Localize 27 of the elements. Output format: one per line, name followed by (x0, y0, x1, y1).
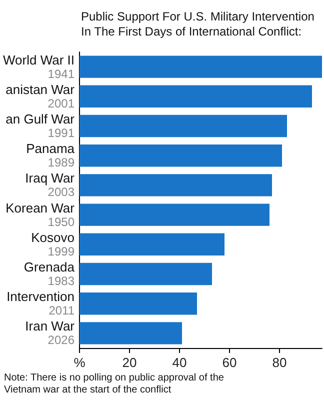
y-tick-label: Grenada 1983 (24, 260, 76, 288)
bar (80, 262, 212, 286)
y-tick-label: World War II 1941 (2, 52, 75, 81)
x-tick-label: 60 (222, 355, 237, 370)
y-tick-label: anistan War 2001 (6, 82, 76, 110)
text: Note: There is no polling on public approval of the Vietnam war at the start of the conflict (4, 372, 227, 396)
y-tick-label: Intervention 2011 (6, 289, 75, 318)
bar (80, 233, 225, 256)
bar (80, 114, 287, 138)
chart-title: Public Support For U.S. Military Intervention In The First Days of International Conflict: (81, 10, 318, 38)
y-tick-label: Panama 1989 (26, 141, 76, 170)
bar (80, 292, 198, 315)
bar (80, 56, 322, 78)
bar (80, 174, 272, 196)
x-tick-label: 80 (272, 355, 287, 370)
y-tick-label: Iraq War 2003 (25, 170, 76, 200)
x-tick-label: 20 (122, 355, 137, 370)
y-tick-label: Kosovo 1999 (31, 230, 75, 258)
x-tick-label: % (74, 355, 86, 370)
bar (80, 85, 312, 108)
bar (80, 322, 182, 344)
x-tick-label: 40 (172, 355, 187, 370)
y-tick-label: Iran War 2026 (25, 318, 76, 348)
y-tick-label: Korean War 1950 (6, 200, 76, 229)
bar (80, 144, 282, 167)
bar (80, 204, 270, 226)
y-tick-label: an Gulf War 1991 (6, 112, 76, 140)
